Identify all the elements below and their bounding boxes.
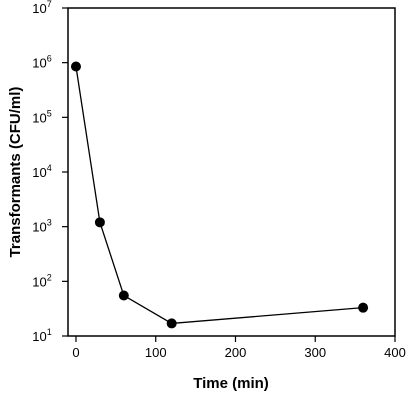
x-tick-label: 300 <box>304 345 326 360</box>
plot-frame <box>67 7 396 337</box>
y-tick-exponent: 2 <box>47 272 52 282</box>
x-axis-ticks: 0 100 200 300 400 <box>72 336 406 360</box>
series-line <box>75 66 364 325</box>
y-tick-label: 101 <box>32 327 51 344</box>
data-points <box>70 61 369 329</box>
y-tick-base: 10 <box>32 56 46 71</box>
x-tick-label: 100 <box>145 345 167 360</box>
y-tick-label: 103 <box>32 218 51 235</box>
y-tick-base: 10 <box>32 274 46 289</box>
y-tick-base: 10 <box>32 329 46 344</box>
y-tick-exponent: 1 <box>47 327 52 337</box>
y-tick-exponent: 4 <box>47 163 52 173</box>
data-point <box>166 318 177 329</box>
y-tick-label: 105 <box>32 108 51 125</box>
y-tick-base: 10 <box>32 110 46 125</box>
y-tick-base: 10 <box>32 1 46 16</box>
y-tick-label: 104 <box>32 163 51 180</box>
data-point <box>94 217 105 228</box>
y-axis-title: Transformants (CFU/ml) <box>7 87 24 258</box>
y-tick-exponent: 5 <box>47 108 52 118</box>
y-tick-base: 10 <box>32 220 46 235</box>
y-tick-exponent: 6 <box>47 54 52 64</box>
data-point <box>70 61 81 72</box>
x-tick-label: 200 <box>225 345 247 360</box>
y-tick-exponent: 7 <box>47 0 52 9</box>
data-point <box>358 302 369 313</box>
y-tick-label: 102 <box>32 272 51 289</box>
y-tick-label: 107 <box>32 0 51 16</box>
x-tick-label: 0 <box>72 345 79 360</box>
x-axis-title: Time (min) <box>193 375 269 392</box>
y-tick-base: 10 <box>32 165 46 180</box>
x-tick-label: 400 <box>384 345 406 360</box>
data-point <box>118 290 129 301</box>
y-tick-exponent: 3 <box>47 218 52 228</box>
y-tick-label: 106 <box>32 54 51 71</box>
